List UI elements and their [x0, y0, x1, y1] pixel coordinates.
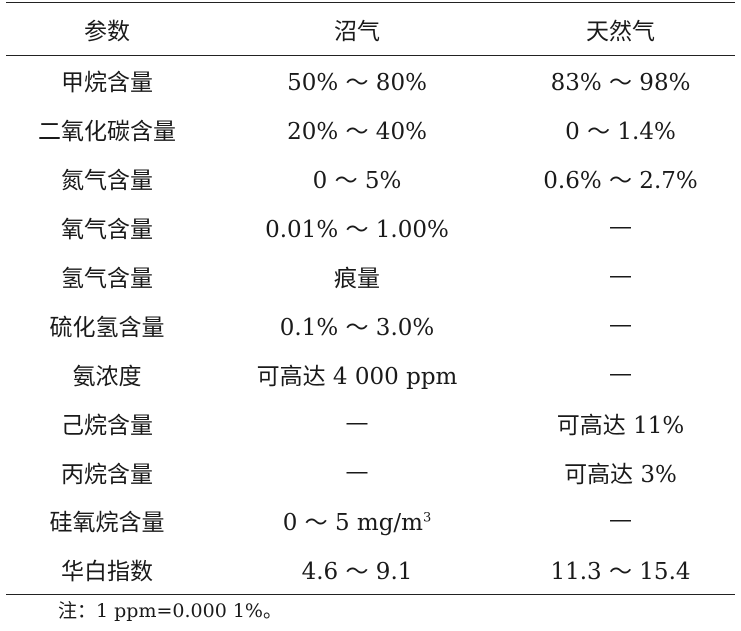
cell-biogas: 痕量 [334, 266, 380, 292]
cell-param: 丙烷含量 [61, 461, 153, 488]
header-biogas: 沼气 [334, 19, 380, 45]
cell-biogas: — [345, 458, 369, 485]
cell-biogas: — [345, 409, 369, 436]
cell-param: 氧气含量 [61, 217, 153, 244]
siloxane-value: 0 ～ 5 mg/m [282, 510, 423, 537]
header-row: 参数 沼气 天然气 [6, 2, 735, 56]
table-row: 甲烷含量 50% ～ 80% 83% ～ 98% [6, 56, 735, 105]
comparison-table: 参数 沼气 天然气 甲烷含量 50% ～ 80% 83% ～ 98% 二氧化碳含… [6, 2, 735, 595]
table-row: 丙烷含量 — 可高达 3% [6, 447, 735, 496]
cell-param: 氨浓度 [72, 363, 142, 390]
cell-natural-gas: — [609, 360, 632, 387]
table-row: 华白指数 4.6 ～ 9.1 11.3 ～ 15.4 [6, 545, 735, 595]
cell-biogas: 可高达 4 000 ppm [256, 363, 458, 390]
cell-biogas: 0.01% ～ 1.00% [265, 217, 449, 244]
table-row: 氢气含量 痕量 — [6, 252, 735, 301]
cell-param: 氮气含量 [61, 168, 153, 195]
header-param: 参数 [84, 19, 130, 45]
table-row: 二氧化碳含量 20% ～ 40% 0 ～ 1.4% [6, 105, 735, 154]
cell-param: 硫化氢含量 [49, 314, 165, 341]
table-footnote: 注：1 ppm=0.000 1%。 [58, 600, 282, 622]
unit-exponent: 3 [423, 510, 432, 526]
cell-biogas: 50% ～ 80% [287, 70, 427, 97]
table-row: 硫化氢含量 0.1% ～ 3.0% — [6, 300, 735, 349]
cell-biogas: 20% ～ 40% [287, 119, 427, 146]
cell-natural-gas: 0.6% ～ 2.7% [543, 168, 698, 195]
cell-param: 华白指数 [61, 559, 153, 586]
table-row: 硅氧烷含量 0 ～ 5 mg/m3 — [6, 496, 735, 545]
cell-biogas: 4.6 ～ 9.1 [301, 559, 413, 586]
cell-param: 硅氧烷含量 [49, 510, 165, 537]
header-natural-gas: 天然气 [586, 19, 655, 45]
table-header: 参数 沼气 天然气 [6, 2, 735, 56]
table-row: 氧气含量 0.01% ～ 1.00% — [6, 203, 735, 252]
cell-natural-gas: 可高达 3% [564, 461, 677, 488]
cell-param: 二氧化碳含量 [38, 119, 176, 146]
cell-biogas: 0.1% ～ 3.0% [279, 314, 435, 341]
cell-param: 己烷含量 [61, 412, 153, 439]
cell-natural-gas: 11.3 ～ 15.4 [550, 559, 691, 586]
cell-biogas: 0 ～ 5 mg/m3 [208, 496, 506, 545]
table-row: 氨浓度 可高达 4 000 ppm — [6, 349, 735, 398]
table-row: 氮气含量 0 ～ 5% 0.6% ～ 2.7% [6, 154, 735, 203]
cell-natural-gas: — [609, 507, 632, 534]
cell-param: 氢气含量 [61, 266, 153, 292]
cell-param: 甲烷含量 [61, 70, 153, 97]
cell-natural-gas: — [609, 311, 632, 338]
table-body: 甲烷含量 50% ～ 80% 83% ～ 98% 二氧化碳含量 20% ～ 40… [6, 56, 735, 595]
cell-natural-gas: — [609, 263, 632, 289]
cell-natural-gas: — [609, 214, 632, 241]
cell-natural-gas: 可高达 11% [556, 412, 685, 439]
cell-natural-gas: 83% ～ 98% [550, 70, 691, 97]
comparison-table-container: 参数 沼气 天然气 甲烷含量 50% ～ 80% 83% ～ 98% 二氧化碳含… [6, 2, 735, 595]
cell-natural-gas: 0 ～ 1.4% [565, 119, 676, 146]
table-row: 己烷含量 — 可高达 11% [6, 398, 735, 447]
cell-biogas: 0 ～ 5% [312, 168, 402, 195]
